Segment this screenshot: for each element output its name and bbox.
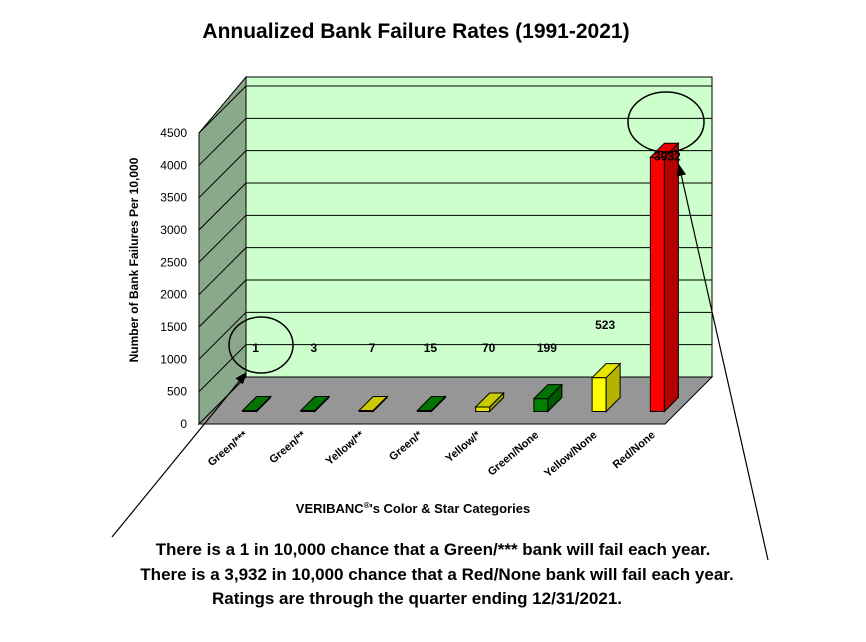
y-tick-label: 500	[167, 385, 187, 399]
bar-top	[357, 396, 389, 411]
y-tick-label: 0	[180, 417, 187, 431]
grid-line	[198, 214, 712, 263]
y-tick-label: 4500	[160, 126, 187, 140]
data-label: 199	[537, 341, 557, 355]
category-label: Yellow/*	[443, 429, 483, 465]
back-wall	[245, 76, 713, 378]
data-label: 7	[369, 341, 376, 355]
data-label: 15	[424, 341, 438, 355]
bar-front	[475, 406, 491, 412]
category-label: Green/***	[206, 429, 251, 469]
data-label: 523	[595, 318, 615, 332]
chart-title: Annualized Bank Failure Rates (1991-2021…	[202, 20, 629, 43]
bar-front	[533, 398, 549, 412]
highlight-circle-first	[228, 316, 294, 374]
grid-line	[198, 311, 712, 360]
grid-line	[198, 247, 712, 296]
registered-mark: ®	[364, 501, 370, 510]
grid-line	[198, 85, 712, 134]
bar-top	[590, 363, 622, 379]
data-label: 3	[311, 341, 318, 355]
category-label: Green/*	[387, 429, 425, 464]
arrow-first	[111, 372, 247, 538]
bar-top	[241, 396, 272, 411]
bar-side	[663, 142, 679, 413]
category-label: Green/**	[267, 429, 309, 467]
y-tick-label: 4000	[160, 158, 187, 172]
y-tick-label: 2500	[160, 255, 187, 269]
bar-top	[649, 142, 680, 158]
y-tick-label: 3000	[160, 223, 187, 237]
highlight-circle-last	[627, 91, 705, 153]
arrow-last	[676, 163, 769, 561]
note-date: Ratings are through the quarter ending 1…	[212, 589, 622, 608]
bar-front	[591, 377, 607, 412]
x-axis-label: VERIBANC®'s Color & Star Categories	[296, 501, 530, 516]
data-label: 3932	[654, 150, 681, 164]
grid-line	[198, 150, 712, 199]
grid-line	[198, 279, 712, 328]
category-label: Yellow/None	[542, 429, 599, 480]
grid-line	[198, 117, 712, 166]
y-tick-label: 3500	[160, 191, 187, 205]
bar-top	[299, 396, 331, 411]
floor	[197, 376, 714, 425]
data-label: 70	[482, 341, 496, 355]
y-tick-label: 1000	[160, 352, 187, 366]
data-label: 1	[252, 341, 259, 355]
category-label: Red/None	[611, 429, 658, 471]
bar-top	[532, 384, 564, 400]
plot-area: 0 500 1000 1500 2000 2500 3000 3500 4000 4500 1 Gre…	[111, 75, 769, 561]
bar-front	[649, 156, 665, 412]
category-label: Yellow/**	[324, 429, 367, 468]
bar-top	[474, 392, 505, 408]
grid-line	[198, 182, 712, 231]
y-tick-label: 2000	[160, 288, 187, 302]
side-wall	[198, 75, 247, 426]
y-axis-label: Number of Bank Failures Per 10,000	[127, 157, 141, 362]
category-label: Green/None	[486, 429, 541, 478]
y-tick-label: 1500	[160, 320, 187, 334]
note-green: There is a 1 in 10,000 chance that a Gre…	[155, 540, 711, 559]
x-axis-label-suffix: 's Color & Star Categories	[370, 501, 531, 516]
grid-line	[198, 344, 712, 393]
x-axis-label-prefix: VERIBANC	[296, 501, 365, 516]
bar-top	[416, 396, 447, 411]
note-red: There is a 3,932 in 10,000 chance that a…	[140, 565, 734, 584]
